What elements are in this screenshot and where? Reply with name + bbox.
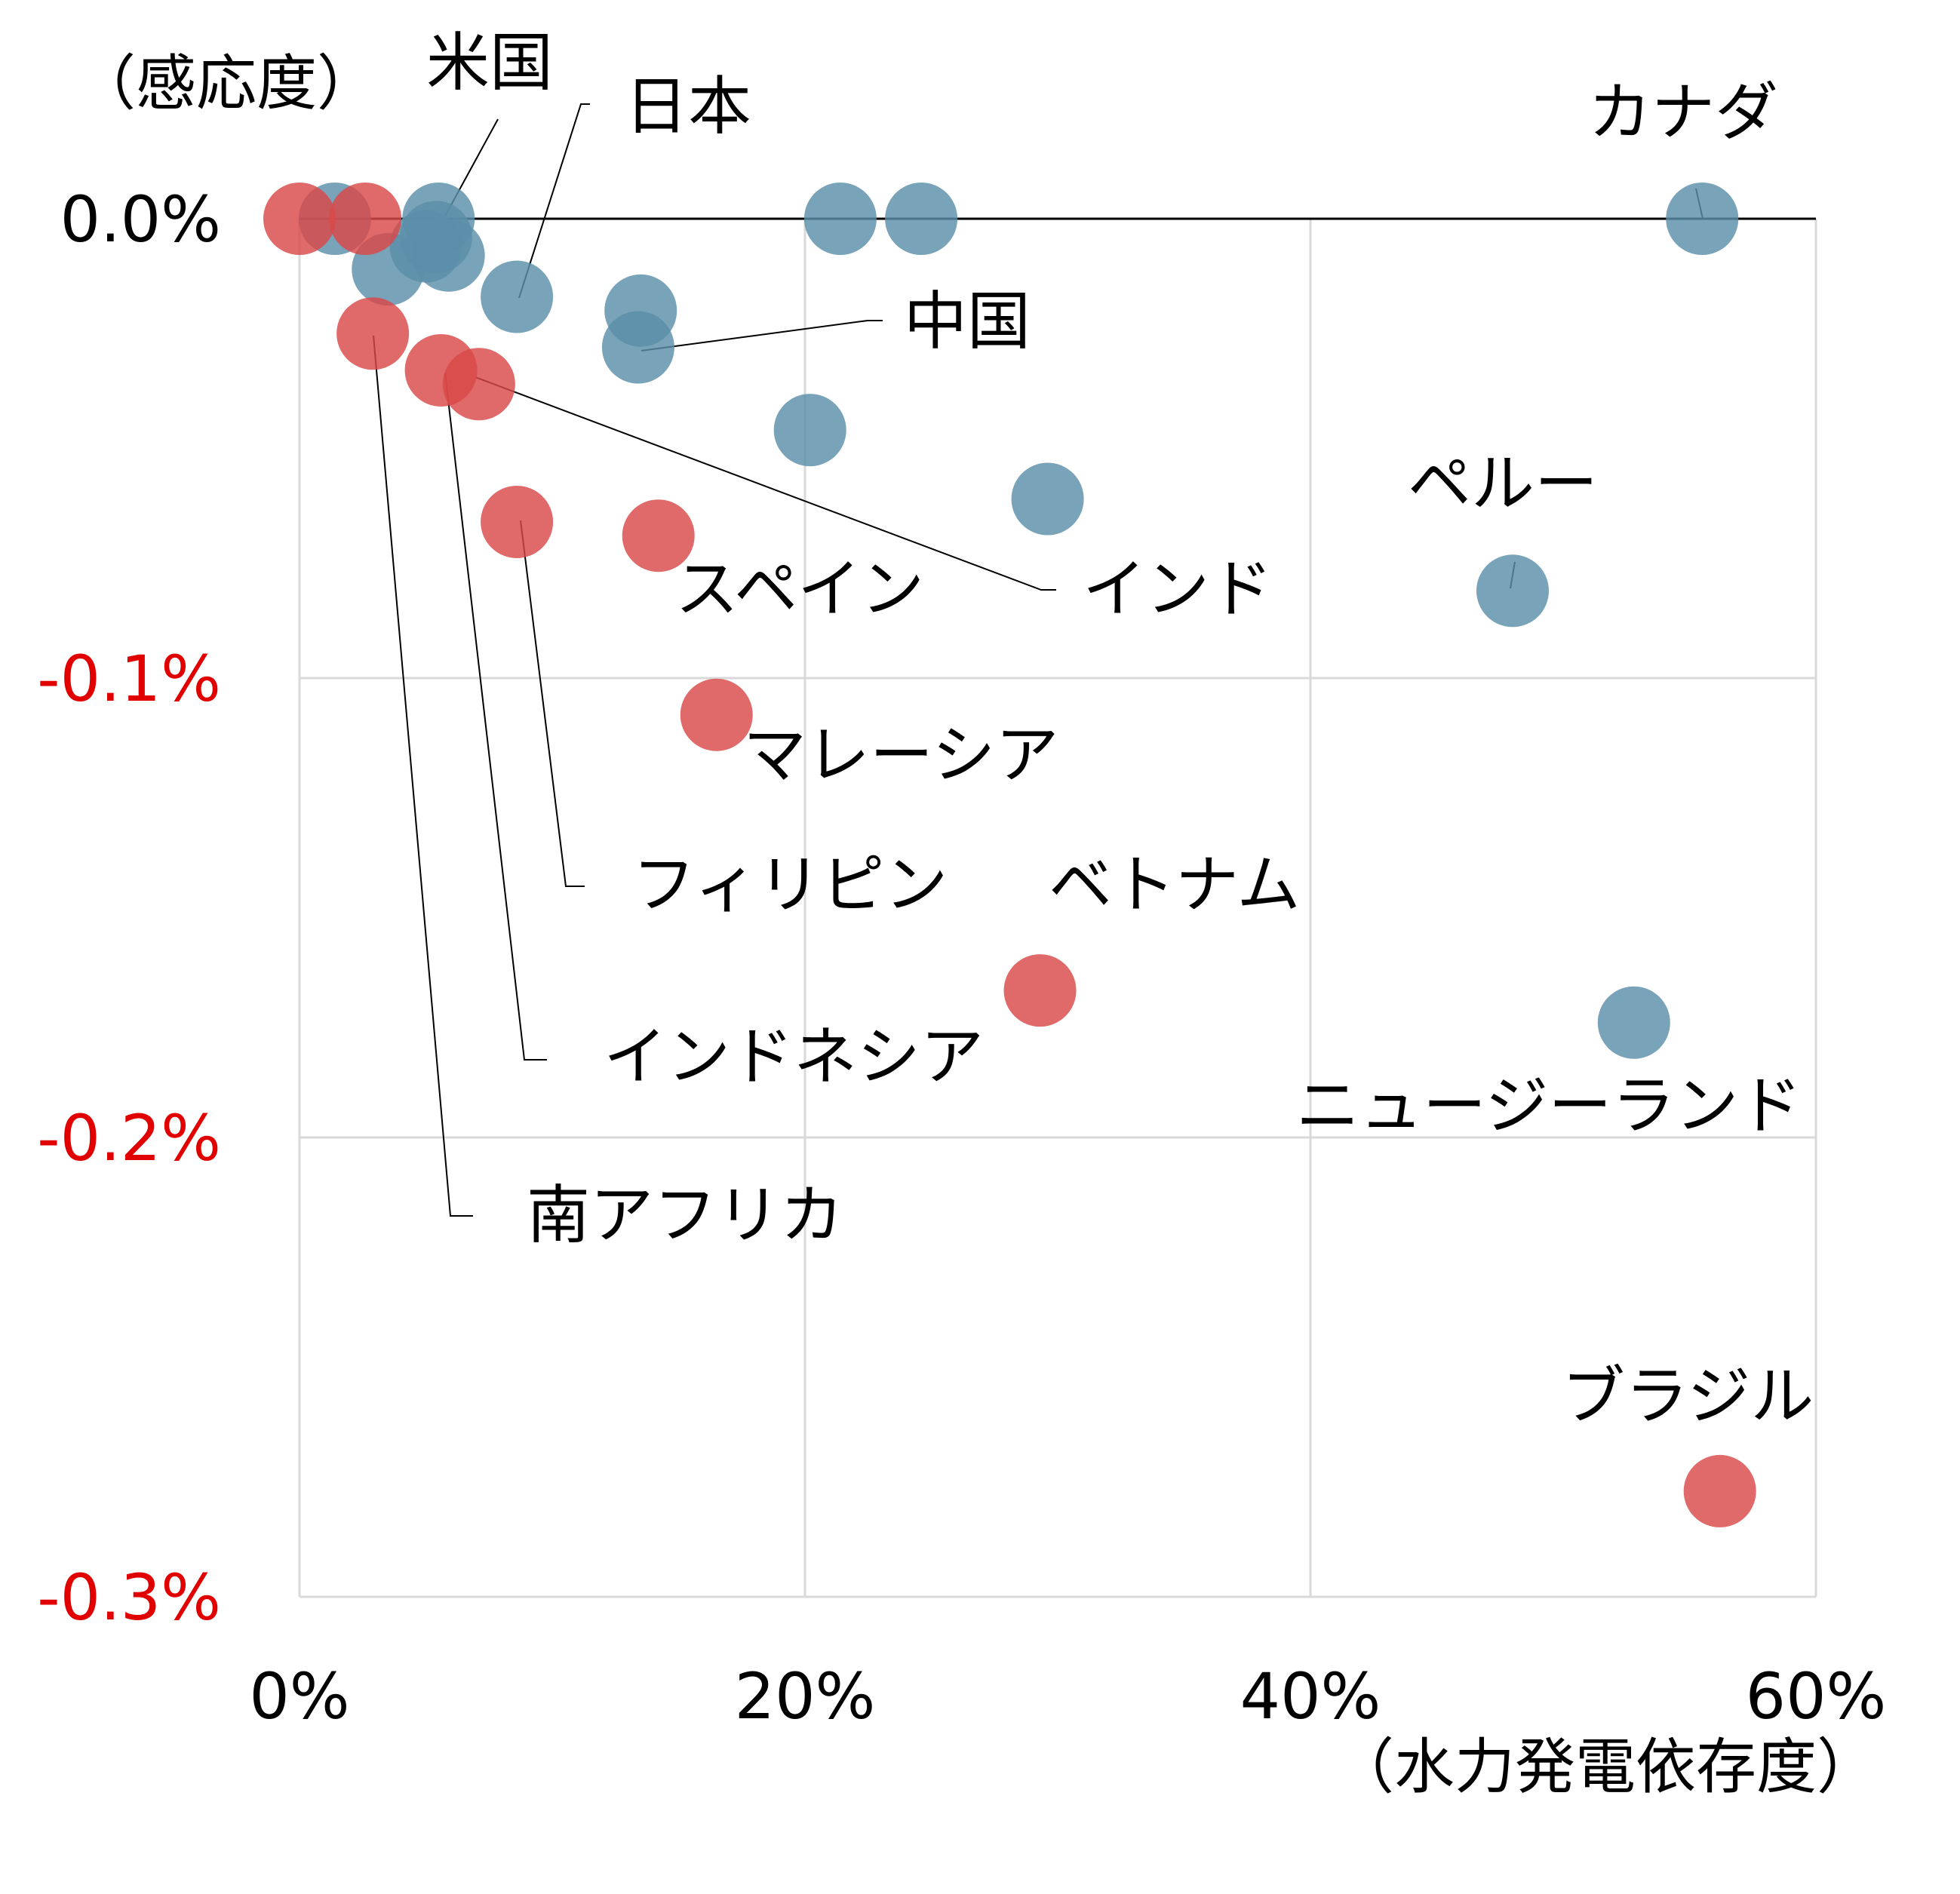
data-point [442,348,515,421]
point-label: ペルー [1408,447,1598,520]
data-point [773,394,846,467]
data-point [1003,954,1077,1027]
data-point [329,183,402,255]
data-point [1476,554,1549,628]
point-label: インドネシア [604,1020,984,1094]
point-label: フィリピン [632,848,948,922]
data-point [263,183,336,255]
data-point [885,183,958,255]
y-tick-label: -0.1% [37,642,221,716]
leader-line [518,103,590,299]
point-label: カナダ [1588,75,1778,149]
y-tick-label: -0.3% [37,1561,221,1635]
x-tick-label: 0% [249,1659,349,1733]
leader-line [475,376,1056,591]
data-point [1666,183,1739,255]
data-point [1683,1454,1756,1527]
data-point [1597,986,1670,1059]
leader-line [520,520,585,887]
ticks-layer: 0% 20% 40% 60% 0.0% -0.1% -0.2% -0.3% [37,183,1886,1733]
point-label: マレーシア [743,718,1058,792]
x-tick-label: 20% [735,1659,876,1733]
point-label: インド [1083,552,1273,626]
point-label: スペイン [675,552,924,626]
data-point [601,311,674,384]
y-tick-label: -0.2% [37,1101,221,1175]
leader-layer [373,103,1703,1217]
leader-line [373,335,473,1217]
point-label: 日本 [625,69,751,143]
x-tick-label: 60% [1746,1659,1887,1733]
point-label: 南アフリカ [527,1178,843,1252]
point-label: ブラジル [1562,1359,1814,1433]
y-axis-label: （感応度） [75,48,377,118]
data-point [412,219,485,292]
points-layer [263,183,1756,1527]
point-label: ニュージーランド [1296,1069,1802,1143]
x-axis-label: （水力発電依存度） [1334,1732,1877,1802]
point-label: 中国 [904,284,1031,358]
leader-line [444,373,547,1061]
data-point [336,297,410,370]
point-label: 米国 [426,26,553,100]
data-point [680,678,753,751]
data-point [622,499,695,572]
data-point [481,260,554,333]
data-point [1011,462,1084,536]
data-point [481,485,554,558]
leader-line [641,320,883,351]
y-tick-label: 0.0% [60,183,221,256]
x-tick-label: 40% [1240,1659,1381,1733]
point-label: ベトナム [1049,848,1300,922]
data-point [803,183,877,255]
